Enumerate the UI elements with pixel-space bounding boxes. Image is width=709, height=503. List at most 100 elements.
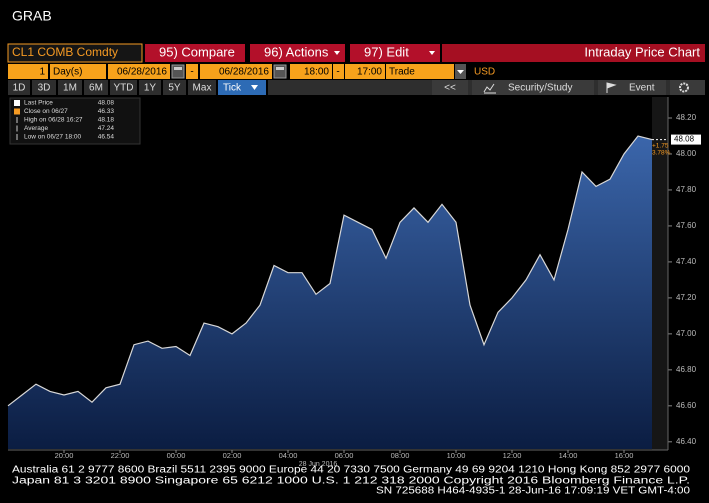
footer-line: SN 725688 H464-4935-1 28-Jun-16 17:09:19… xyxy=(376,486,690,497)
param-start-date: 06/28/2016 xyxy=(117,67,167,78)
param-field[interactable] xyxy=(345,64,385,79)
calendar-icon[interactable] xyxy=(273,64,287,79)
dash-field xyxy=(186,64,198,79)
y-tick-label: 47.40 xyxy=(676,257,697,266)
dropdown-arrow xyxy=(251,85,258,90)
y-tick-label: 47.00 xyxy=(676,329,697,338)
ticker-field[interactable] xyxy=(7,43,143,63)
param-currency: USD xyxy=(474,67,495,78)
x-tick-label: 10:00 xyxy=(447,451,466,460)
dropdown-arrow xyxy=(429,51,435,55)
calendar-icon[interactable] xyxy=(171,64,185,79)
ticker: CL1 COMB Comdty xyxy=(12,45,118,59)
y-tick-label: 46.60 xyxy=(676,401,697,410)
y-tick-label: 47.80 xyxy=(676,185,697,194)
legend-swatch xyxy=(14,100,20,106)
range-button[interactable] xyxy=(110,80,137,95)
event-label: Event xyxy=(629,83,655,94)
range-button[interactable] xyxy=(84,80,108,95)
range-button[interactable] xyxy=(163,80,186,95)
param-start-time: 18:00 xyxy=(304,67,329,78)
tick-button[interactable] xyxy=(218,80,266,95)
param-field: Trade xyxy=(389,67,415,78)
range-label: YTD xyxy=(114,83,134,94)
range-button[interactable] xyxy=(139,80,161,95)
study-label: Security/Study xyxy=(508,83,572,94)
y-tick-label: 47.60 xyxy=(676,221,697,230)
footer-line: Australia 61 2 9777 8600 Brazil 5511 239… xyxy=(12,465,691,476)
toolbar-button-label: 95) Compare xyxy=(159,44,235,59)
gear-icon xyxy=(679,82,689,93)
x-tick-label: 02:00 xyxy=(223,451,242,460)
param-period: 1 xyxy=(39,67,45,78)
y-tick-label: 46.40 xyxy=(676,437,697,446)
range-button[interactable] xyxy=(58,80,82,95)
dash: - xyxy=(190,67,193,78)
param-field[interactable] xyxy=(200,64,272,79)
last-price-badge xyxy=(671,134,701,145)
legend-label: Close on 06/27 xyxy=(24,108,68,115)
range-label: 6M xyxy=(89,83,103,94)
range-button[interactable] xyxy=(188,80,216,95)
param-end-time: 17:00 xyxy=(357,67,382,78)
toolbar-button[interactable] xyxy=(145,44,245,62)
window-title: GRAB xyxy=(12,8,52,24)
legend-value: 48.08 xyxy=(98,100,115,107)
toolbar-button-label: 96) Actions xyxy=(264,44,329,59)
range-label: 3D xyxy=(38,83,51,94)
footer-line: Japan 81 3 3201 8900 Singapore 65 6212 1… xyxy=(12,476,690,487)
range-button[interactable] xyxy=(32,80,56,95)
change-pct-label: 3.78% xyxy=(652,149,671,156)
legend-value: 47.24 xyxy=(98,125,115,132)
flag-icon xyxy=(606,82,617,93)
toolbar-button[interactable] xyxy=(250,44,345,62)
study-button[interactable] xyxy=(472,80,594,95)
x-tick-label: 12:00 xyxy=(503,451,522,460)
legend-value: 48.18 xyxy=(98,117,115,124)
back-label: << xyxy=(444,83,456,94)
legend-value: 46.33 xyxy=(98,108,115,115)
toolbar-button[interactable] xyxy=(350,44,440,62)
param-end-date: 06/28/2016 xyxy=(219,67,269,78)
x-axis-label: 28 Jun 2016 xyxy=(299,461,338,468)
back-button[interactable] xyxy=(432,80,468,95)
view-title-bar xyxy=(442,44,705,62)
view-title: Intraday Price Chart xyxy=(584,44,700,59)
last-price-badge-label: 48.08 xyxy=(674,135,695,144)
calendar-icon-top xyxy=(276,67,284,70)
calendar-icon-top xyxy=(174,67,182,70)
x-tick-label: 20:00 xyxy=(55,451,74,460)
x-tick-label: 00:00 xyxy=(167,451,186,460)
legend-label: High on 06/28 16:27 xyxy=(24,117,83,124)
study-icon xyxy=(483,83,496,94)
legend-box xyxy=(9,97,141,145)
change-label: +1.75 xyxy=(652,142,669,149)
event-button[interactable] xyxy=(598,80,666,95)
after-hours xyxy=(652,97,668,450)
dropdown-arrow xyxy=(334,51,340,55)
range-button[interactable] xyxy=(8,80,30,95)
param-field[interactable] xyxy=(50,64,106,79)
x-tick-label: 04:00 xyxy=(279,451,298,460)
range-label: 1D xyxy=(13,83,26,94)
param-field[interactable] xyxy=(8,64,48,79)
price-area xyxy=(8,136,652,449)
legend-label: Last Price xyxy=(24,100,53,107)
x-tick-label: 14:00 xyxy=(559,451,578,460)
range-label: 5Y xyxy=(168,83,181,94)
y-tick-label: 46.80 xyxy=(676,365,697,374)
x-tick-label: 08:00 xyxy=(391,451,410,460)
price-line xyxy=(7,135,653,407)
param-field[interactable] xyxy=(108,64,170,79)
x-tick-label: 22:00 xyxy=(111,451,130,460)
dropdown-arrow xyxy=(457,70,464,74)
legend-label: Low on 06/27 18:00 xyxy=(24,134,81,141)
y-tick-label: 47.20 xyxy=(676,293,697,302)
legend-value: 46.54 xyxy=(98,134,115,141)
param-field[interactable] xyxy=(386,64,454,79)
range-label: Max xyxy=(193,83,212,94)
x-tick-label: 06:00 xyxy=(335,451,354,460)
param-field[interactable] xyxy=(290,64,332,79)
